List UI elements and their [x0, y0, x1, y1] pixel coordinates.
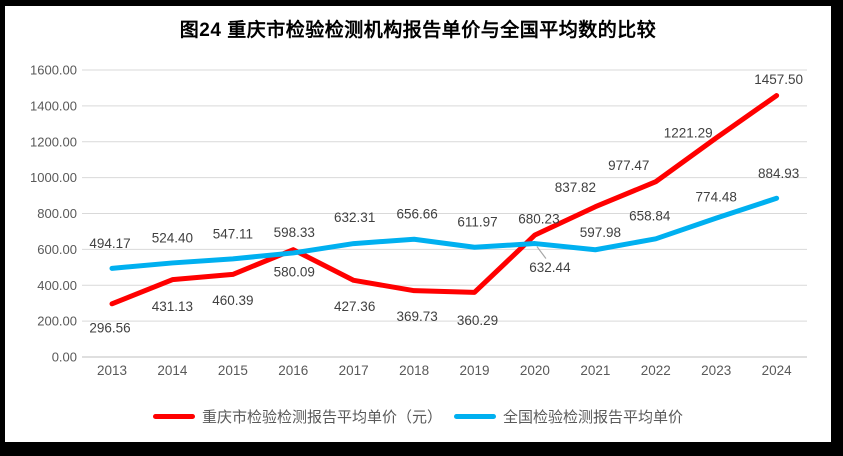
data-label: 1457.50 [754, 72, 803, 87]
data-label: 656.66 [396, 207, 437, 222]
y-tick-label: 1400.00 [30, 98, 77, 113]
data-label: 494.17 [89, 236, 130, 251]
x-tick-label: 2014 [157, 363, 188, 378]
x-tick-label: 2023 [701, 363, 731, 378]
x-tick-label: 2018 [399, 363, 429, 378]
data-label: 427.36 [334, 299, 375, 314]
y-tick-label: 1600.00 [30, 63, 77, 78]
y-tick-label: 1200.00 [30, 134, 77, 149]
legend-item-chongqing: 重庆市检验检测报告平均单价（元） [152, 406, 442, 427]
data-label: 296.56 [89, 320, 130, 335]
legend-item-national: 全国检验检测报告平均单价 [454, 406, 683, 427]
x-tick-label: 2021 [580, 363, 610, 378]
y-tick-label: 800.00 [37, 206, 77, 221]
x-tick-label: 2015 [218, 363, 248, 378]
data-label: 658.84 [629, 208, 671, 223]
y-tick-label: 200.00 [37, 314, 77, 329]
data-label: 884.93 [758, 166, 799, 181]
x-tick-label: 2013 [97, 363, 127, 378]
chart-title: 图24 重庆市检验检测机构报告单价与全国平均数的比较 [179, 20, 657, 41]
y-tick-label: 0.00 [52, 350, 77, 365]
data-label: 369.73 [396, 309, 437, 324]
legend-label-national: 全国检验检测报告平均单价 [503, 409, 684, 426]
x-tick-label: 2019 [459, 363, 489, 378]
national-line [109, 195, 780, 271]
x-tick-label: 2020 [520, 363, 550, 378]
y-tick-label: 1000.00 [30, 170, 77, 185]
data-label: 1221.29 [664, 125, 713, 140]
data-label: 774.48 [696, 190, 737, 205]
data-label: 580.09 [274, 264, 315, 279]
data-label: 611.97 [457, 215, 497, 230]
chongqing-line [109, 93, 780, 307]
legend-swatch-chongqing-icon [152, 414, 195, 419]
data-label: 597.98 [580, 225, 621, 240]
x-tick-label: 2016 [278, 363, 308, 378]
x-tick-label: 2017 [339, 363, 369, 378]
legend: 重庆市检验检测报告平均单价（元） 全国检验检测报告平均单价 [5, 406, 831, 427]
plot-area: 0.00 200.00 400.00 600.00 800.00 1000.00 1200.… [30, 63, 807, 378]
legend-swatch-national-icon [454, 414, 496, 419]
x-tick-label: 2024 [762, 363, 793, 378]
data-label: 431.13 [152, 299, 193, 314]
legend-label-chongqing: 重庆市检验检测报告平均单价（元） [201, 409, 442, 426]
data-label: 547.11 [213, 226, 253, 241]
data-label: 837.82 [555, 180, 596, 195]
data-label: 524.40 [152, 230, 193, 245]
data-label: 460.39 [212, 293, 253, 308]
data-label: 632.44 [529, 260, 571, 275]
data-label: 360.29 [457, 313, 498, 328]
x-tick-label: 2022 [641, 363, 671, 378]
y-tick-label: 600.00 [37, 242, 77, 257]
data-label: 977.47 [608, 158, 649, 173]
data-label: 680.23 [518, 211, 559, 226]
y-tick-label: 400.00 [37, 278, 77, 293]
data-label: 632.31 [334, 210, 375, 225]
data-label: 598.33 [274, 225, 315, 240]
callout-line [536, 246, 547, 259]
